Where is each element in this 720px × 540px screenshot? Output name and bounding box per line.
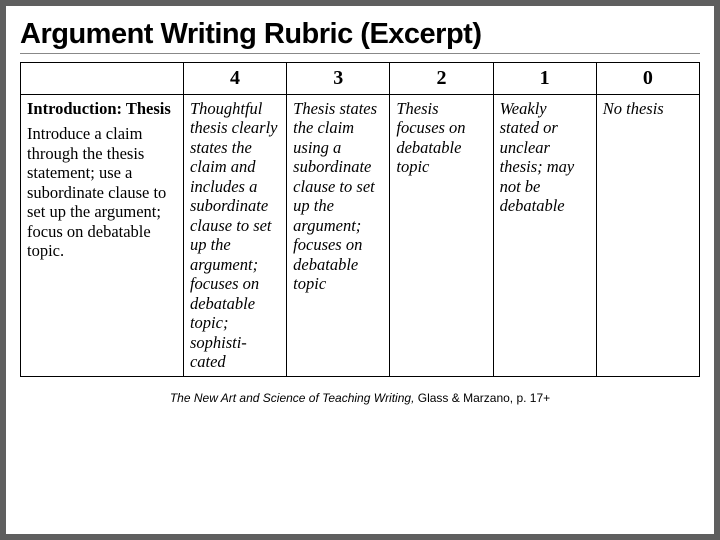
cell-score-2: Thesis focuses on debatable topic <box>390 95 493 377</box>
criterion-title: Introduction: Thesis <box>27 99 177 118</box>
score-header-3: 3 <box>287 63 390 95</box>
cell-score-1: Weakly stated or unclear thesis; may not… <box>493 95 596 377</box>
criterion-description: Introduce a claim through the thesis sta… <box>27 124 166 260</box>
score-header-1: 1 <box>493 63 596 95</box>
cell-score-3: Thesis states the claim using a subordin… <box>287 95 390 377</box>
table-row: Introduction: Thesis Introduce a claim t… <box>21 95 700 377</box>
page-title: Argument Writing Rubric (Excerpt) <box>20 18 700 54</box>
score-header-0: 0 <box>596 63 699 95</box>
citation-rest: Glass & Marzano, p. 17+ <box>414 391 550 405</box>
cell-score-0: No thesis <box>596 95 699 377</box>
criterion-header-blank <box>21 63 184 95</box>
citation-book: The New Art and Science of Teaching Writ… <box>170 391 415 405</box>
criterion-cell: Introduction: Thesis Introduce a claim t… <box>21 95 184 377</box>
rubric-table: 4 3 2 1 0 Introduction: Thesis Introduce… <box>20 62 700 377</box>
score-header-4: 4 <box>183 63 286 95</box>
citation: The New Art and Science of Teaching Writ… <box>20 391 700 405</box>
cell-score-4: Thoughtful thesis clearly states the cla… <box>183 95 286 377</box>
rubric-slide: Argument Writing Rubric (Excerpt) 4 3 2 … <box>6 6 714 534</box>
score-header-row: 4 3 2 1 0 <box>21 63 700 95</box>
score-header-2: 2 <box>390 63 493 95</box>
